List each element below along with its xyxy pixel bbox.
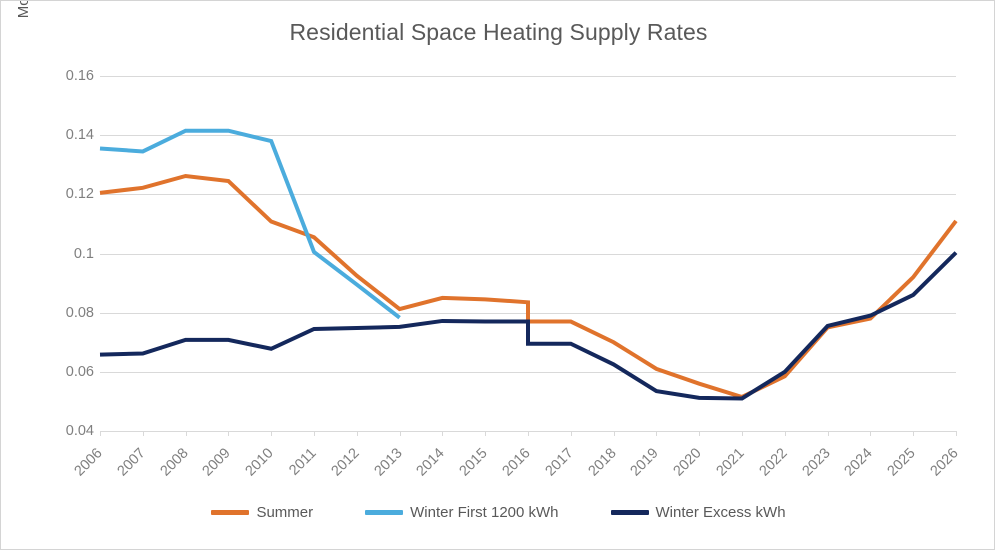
x-tick-label: 2015 <box>456 445 491 480</box>
y-tick-label: 0.16 <box>65 68 94 84</box>
x-tick-label: 2011 <box>286 445 320 479</box>
x-tick-label: 2024 <box>841 445 877 480</box>
x-tick-mark <box>100 431 101 436</box>
x-tick-label: 2012 <box>328 445 363 480</box>
x-tick-label: 2010 <box>242 445 277 480</box>
x-tick-mark <box>356 431 358 436</box>
x-tick-label: 2009 <box>199 445 235 480</box>
legend-color-swatch <box>211 510 250 515</box>
x-tick-label: 2007 <box>114 445 149 480</box>
legend-color-swatch <box>610 510 649 515</box>
legend-entry[interactable]: Summer <box>211 504 313 521</box>
gridline <box>100 194 956 196</box>
y-tick-label: 0.06 <box>65 363 94 380</box>
y-tick-label: 0.1 <box>73 245 94 262</box>
legend-label: Winter Excess kWh <box>655 504 786 521</box>
x-tick-mark <box>956 431 957 436</box>
y-tick-label: 0.14 <box>65 127 94 144</box>
x-tick-label: 2025 <box>884 445 919 480</box>
x-tick-label: 2013 <box>371 445 406 480</box>
legend-color-swatch <box>365 510 404 515</box>
x-tick-mark <box>271 431 273 436</box>
x-tick-label: 2016 <box>499 445 534 480</box>
series-line <box>99 173 958 400</box>
x-tick-mark <box>442 431 444 436</box>
x-tick-label: 2019 <box>627 445 663 480</box>
x-tick-label: 2022 <box>756 445 791 480</box>
x-tick-mark <box>314 431 315 436</box>
series-line <box>99 128 401 320</box>
gridline <box>100 253 956 255</box>
x-tick-mark <box>870 431 872 436</box>
gridline <box>100 371 956 373</box>
x-tick-mark <box>742 431 743 436</box>
legend-label: Summer <box>256 504 314 521</box>
chart-legend: Summer Winter First 1200 kWh Winter Excess… <box>1 504 994 521</box>
x-tick-label: 2026 <box>927 445 962 480</box>
x-tick-mark <box>570 431 572 436</box>
legend-entry[interactable]: Winter First 1200 kWh <box>365 504 559 521</box>
x-tick-label: 2017 <box>542 445 577 480</box>
series-lines <box>99 128 958 401</box>
plot-area <box>99 76 958 436</box>
x-tick-label: 2008 <box>157 445 192 480</box>
x-tick-mark <box>142 431 144 436</box>
y-axis-tick-labels: 0.16 0.14 0.12 0.1 0.08 0.06 0.04 <box>1 1 94 549</box>
gridline <box>100 135 956 137</box>
x-tick-mark <box>699 431 701 436</box>
x-tick-mark <box>613 431 615 436</box>
x-tick-label: 2021 <box>713 445 748 480</box>
y-tick-label: 0.08 <box>65 304 94 321</box>
x-tick-mark <box>913 431 915 436</box>
x-axis-tick-labels: 2006 2007 2008 2009 2010 2011 2012 2013 2014 2015… <box>72 443 962 503</box>
x-tick-mark <box>228 431 230 436</box>
series-line <box>99 251 958 401</box>
x-tick-mark <box>485 431 487 436</box>
gridline <box>100 76 956 77</box>
y-tick-label: 0.04 <box>65 423 94 439</box>
x-tick-label: 2014 <box>413 445 449 480</box>
x-tick-mark <box>185 431 187 436</box>
legend-entry[interactable]: Winter Excess kWh <box>610 504 786 521</box>
x-tick-mark <box>827 431 829 436</box>
x-tick-mark <box>528 431 529 436</box>
y-tick-label: 0.12 <box>65 186 94 203</box>
chart-title: Residential Space Heating Supply Rates <box>289 19 708 45</box>
x-tick-mark <box>656 431 658 436</box>
x-tick-label: 2018 <box>585 445 620 480</box>
x-tick-mark <box>784 431 786 436</box>
legend-label: Winter First 1200 kWh <box>410 504 559 521</box>
x-tick-label: 2020 <box>670 445 705 480</box>
x-tick-mark <box>399 431 401 436</box>
x-tick-label: 2023 <box>799 445 834 480</box>
